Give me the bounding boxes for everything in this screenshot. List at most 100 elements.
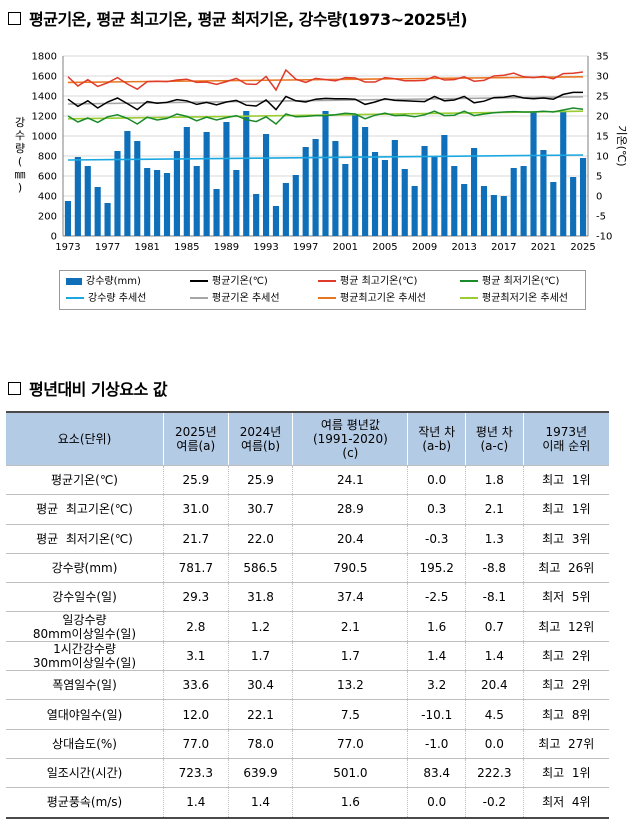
table-body: 평균기온(℃) 25.9 25.9 24.1 0.0 1.8 최고 1위 평균 최고기온(℃)… [6,465,609,819]
table-cell: 83.4 [407,758,466,789]
y-left-tick-label: 600 [38,172,57,183]
precip-bar [262,134,270,236]
table-cell: 0.7 [465,611,524,642]
precip-bar [322,111,329,236]
table-cell: 최고 12위 [522,611,609,642]
table-cell: 3.2 [407,670,466,701]
precip-bar [411,186,418,236]
table-section-title: 평년대비 기상요소 값 [29,380,168,399]
precip-bar [183,127,190,236]
precip-bar [213,189,220,236]
row-label-cell: 평균기온(℃) [6,465,164,496]
table-row: 평균 최저기온(℃) 21.7 22.0 20.4 -0.3 1.3 최고 3위 [6,524,609,554]
table-cell: 2.8 [163,611,229,642]
legend-swatch [460,297,478,299]
precip-bar [243,111,250,236]
legend-swatch [318,280,336,282]
table-row: 상대습도(%) 77.0 78.0 77.0 -1.0 0.0 최고 27위 [6,729,609,759]
precip-bar [272,206,280,236]
row-label-cell: 폭염일수(일) [6,670,164,701]
x-tick-label: 2025 [570,242,595,253]
table-header-row: 요소(단위) 2025년 여름(a) 2024년 여름(b) 여름 평년값 (1991-20… [6,412,609,466]
chart-legend: 강수량(mm) 평균기온(℃) 평균 최고기온(℃) 평균 최저기온(℃) 강수량 추세… [59,270,586,310]
precip-bar [94,187,101,236]
precip-bar [173,151,180,236]
table-row: 강수일수(일) 29.3 31.8 37.4 -2.5 -8.1 최저 5위 [6,582,609,613]
x-tick-label: 1977 [95,242,120,253]
y-right-axis-label: 기온(℃) [615,125,628,166]
precip-bar [134,141,141,236]
table-row: 폭염일수(일) 33.6 30.4 13.2 3.2 20.4 최고 2위 [6,670,609,701]
x-tick-label: 1997 [293,242,318,253]
table-cell: 0.0 [465,729,524,759]
legend-label: 평균최저기온 추세선 [482,293,568,304]
table-row: 평균풍속(m/s) 1.4 1.4 1.6 0.0 -0.2 최저 4위 [6,787,609,819]
precip-bar [451,166,458,236]
normals-comparison-table: 요소(단위) 2025년 여름(a) 2024년 여름(b) 여름 평년값 (1991-20… [6,411,609,819]
legend-label: 평균기온(℃) [212,276,268,287]
column-header: 2025년 여름(a) [163,412,229,466]
table-cell: 최고 8위 [522,699,609,730]
legend-label: 평균 최고기온(℃) [340,276,418,287]
y-right-tick-label: 10 [596,152,609,163]
precip-bar [223,122,230,236]
table-cell: 1.7 [227,641,293,672]
y-right-tick-label: 25 [596,92,609,103]
precip-bar [352,114,359,236]
precip-bar [431,156,438,236]
table-cell: -0.3 [407,524,466,554]
legend-label: 평균기온 추세선 [212,293,280,304]
table-cell: 최고 1위 [522,758,609,789]
table-cell: 22.0 [227,524,293,554]
legend-item: 평균최저기온 추세선 [460,292,568,306]
chart-section-title: 평균기온, 평균 최고기온, 평균 최저기온, 강수량(1973~2025년) [29,10,468,29]
table-cell: 25.9 [227,465,293,496]
legend-label: 평균최고기온 추세선 [340,293,426,304]
precip-bar [312,139,319,236]
table-cell: 78.0 [227,729,293,759]
table-cell: -0.2 [465,787,524,819]
column-header: 여름 평년값 (1991-2020) (c) [292,412,408,466]
table-cell: 1.6 [407,611,466,642]
table-row: 일조시간(시간) 723.3 639.9 501.0 83.4 222.3 최고 1위 [6,758,609,789]
x-tick-label: 1981 [134,242,159,253]
precip-bar [332,141,339,236]
table-cell: 30.7 [227,494,293,525]
precip-bar [471,148,478,236]
precip-bar [490,195,497,236]
table-cell: 195.2 [407,553,466,584]
x-tick-label: 2001 [333,242,358,253]
legend-item: 강수량 추세선 [66,292,146,306]
table-cell: -2.5 [407,582,466,613]
y-right-tick-label: -5 [596,212,606,223]
column-header: 2024년 여름(b) [227,412,293,466]
legend-item: 강수량(mm) [66,275,141,289]
precip-bar [292,175,299,236]
table-cell: 최저 4위 [522,787,609,819]
precip-bar [342,164,349,236]
x-tick-label: 1985 [174,242,199,253]
precip-bar [401,169,408,236]
table-cell: 최고 2위 [522,641,609,672]
table-cell: 20.4 [465,670,524,701]
precip-bar [540,150,547,236]
y-right-tick-label: 5 [596,172,602,183]
x-tick-label: 2005 [372,242,397,253]
table-cell: 최고 1위 [522,465,609,496]
table-row: 평균 최고기온(℃) 31.0 30.7 28.9 0.3 2.1 최고 1위 [6,494,609,525]
table-cell: 13.2 [292,670,408,701]
precip-bar [104,203,111,236]
precip-bar [579,158,587,236]
table-cell: 0.0 [407,465,466,496]
table-row: 열대야일수(일) 12.0 22.1 7.5 -10.1 4.5 최고 8위 [6,699,609,730]
table-cell: -8.8 [465,553,524,584]
row-label-cell: 강수량(mm) [6,553,164,584]
legend-swatch [66,297,84,299]
precip-bar [114,151,121,236]
table-cell: 1.4 [407,641,466,672]
y-left-tick-label: 1000 [32,132,57,143]
precip-bar [203,132,210,236]
precip-bar [282,183,289,236]
climate-chart: 0 200 400 600 800 1000 1200 1400 1600 1800 -10 -5 0 5… [15,52,629,254]
precip-bar [84,166,91,236]
